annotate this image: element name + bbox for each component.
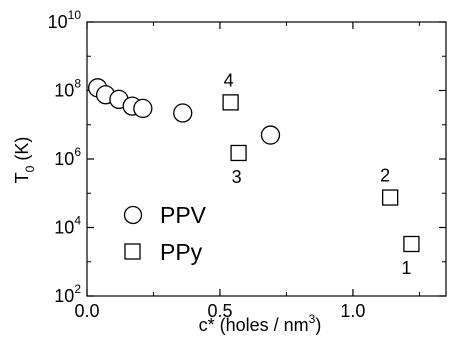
- legend: PPV PPy: [123, 202, 207, 265]
- ppv-point: [133, 98, 153, 119]
- ppy-point: [382, 189, 399, 206]
- y-tick-label: 1010: [48, 8, 82, 32]
- y-tick-label: 102: [54, 282, 81, 306]
- ppv-point: [173, 103, 193, 123]
- y-tick-label: 108: [54, 77, 81, 101]
- legend-ppy-label: PPy: [160, 239, 203, 265]
- x-axis-label: c* (holes / nm3): [199, 312, 322, 335]
- x-tick-label: 0.0: [74, 301, 99, 321]
- axis-tick-labels: 0.0 0.5 1.0 102 104 106 108 1010: [48, 8, 366, 321]
- x-axis-label-superscript: 3: [309, 312, 316, 326]
- ppy-point: [230, 144, 247, 162]
- x-tick-label: 0.5: [207, 301, 232, 321]
- point-label: 3: [232, 167, 242, 187]
- legend-ppy-marker: [124, 243, 141, 260]
- point-label: 4: [224, 70, 234, 90]
- y-tick-label: 104: [54, 214, 81, 238]
- point-label: 1: [401, 258, 411, 278]
- y-axis-label: T0 (K): [12, 137, 37, 184]
- ppy-point: [222, 94, 239, 111]
- y-tick-label: 106: [54, 145, 81, 169]
- legend-ppv-label: PPV: [160, 202, 207, 228]
- axis-ticks: [86, 21, 446, 297]
- legend-ppv-marker: [123, 205, 143, 225]
- point-labels: 4 3 2 1: [224, 70, 412, 278]
- plot-frame: [86, 21, 447, 297]
- y-axis-label-subscript: 0: [23, 165, 37, 172]
- point-label: 2: [380, 166, 390, 186]
- ppy-point: [403, 235, 420, 253]
- ppv-point: [260, 125, 281, 145]
- x-tick-label: 1.0: [340, 301, 365, 321]
- data-marks: [87, 78, 420, 253]
